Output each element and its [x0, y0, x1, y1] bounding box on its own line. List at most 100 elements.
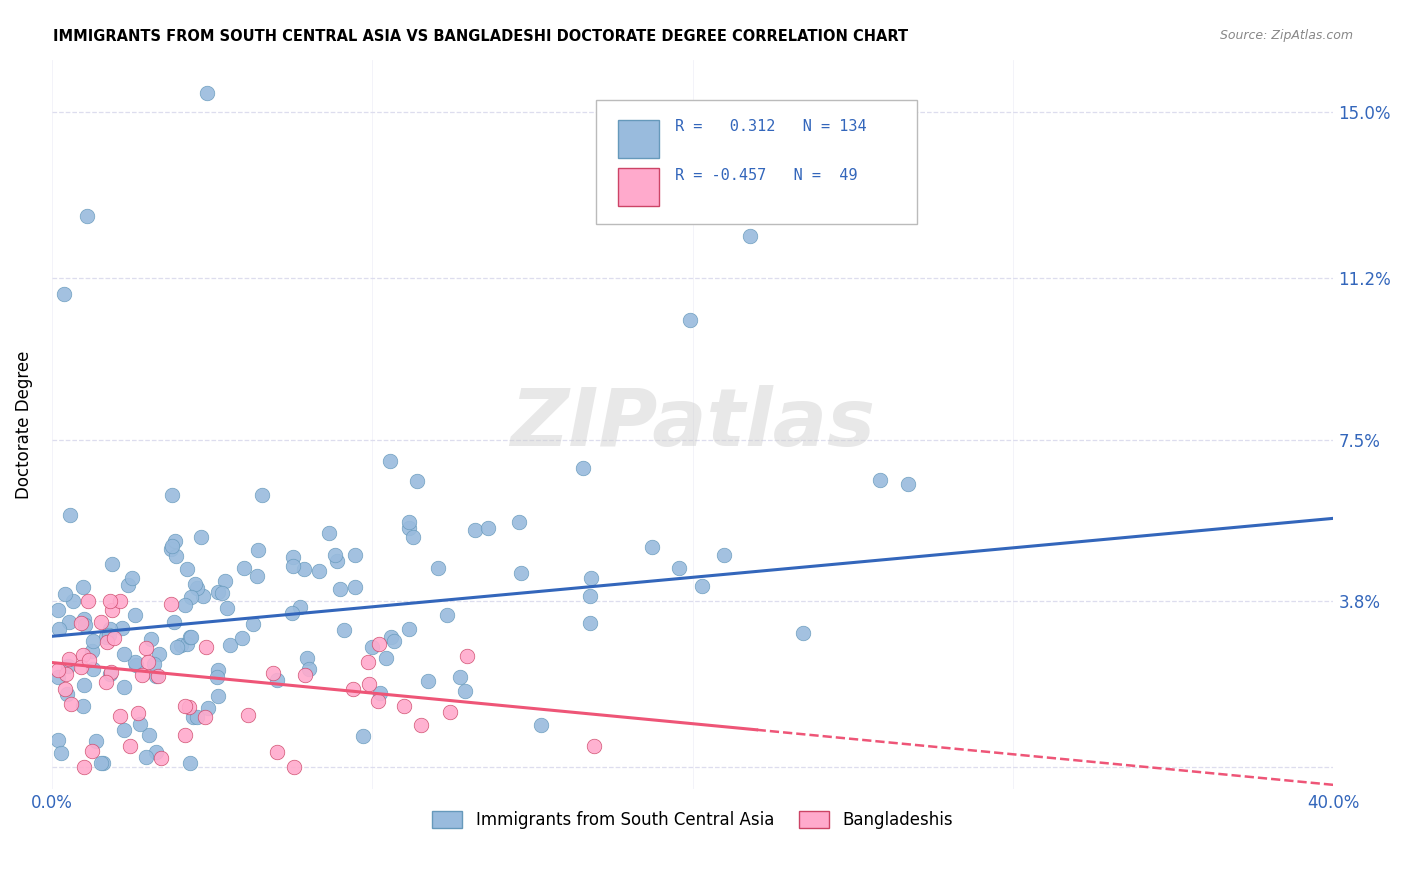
Point [869, 473, 891, 487]
Point [160, 541, 183, 556]
Point [572, 460, 595, 475]
Point [73, 612, 96, 626]
Point [508, 516, 530, 530]
Point [184, 577, 207, 591]
Point [174, 598, 197, 612]
Point [416, 674, 439, 689]
Point [406, 474, 429, 488]
Point [190, 530, 212, 544]
Point [792, 625, 814, 640]
Point [46, 670, 69, 684]
Point [456, 648, 478, 663]
Point [100, 667, 122, 681]
Point [343, 549, 366, 563]
Point [246, 543, 269, 558]
Point [124, 608, 146, 623]
Point [477, 521, 499, 535]
Point [124, 655, 146, 669]
Point [108, 594, 131, 608]
Point [160, 539, 183, 553]
Point [100, 594, 122, 608]
Point [464, 523, 486, 537]
Point [207, 663, 229, 677]
Point [86, 734, 108, 748]
Point [207, 585, 229, 599]
Point [668, 561, 690, 575]
Point [266, 673, 288, 688]
Point [101, 603, 124, 617]
Point [58, 508, 80, 522]
Point [246, 569, 269, 583]
Point [238, 708, 260, 723]
Point [409, 718, 432, 732]
Y-axis label: Doctorate Degree: Doctorate Degree [15, 351, 32, 499]
Point [219, 638, 242, 652]
Point [82, 643, 104, 657]
Point [112, 723, 135, 738]
Point [211, 586, 233, 600]
Point [131, 668, 153, 682]
Point [58, 651, 80, 665]
Point [281, 550, 304, 565]
Point [62, 594, 84, 608]
Point [510, 566, 533, 581]
Point [186, 581, 208, 595]
Point [207, 671, 229, 685]
Point [112, 647, 135, 661]
Point [72, 678, 94, 692]
Point [578, 589, 600, 603]
Point [179, 756, 201, 770]
Point [97, 627, 120, 641]
Point [145, 745, 167, 759]
Point [56, 687, 79, 701]
Point [90, 756, 112, 770]
Point [163, 615, 186, 630]
Legend: Immigrants from South Central Asia, Bangladeshis: Immigrants from South Central Asia, Bang… [426, 804, 959, 836]
Point [174, 698, 197, 713]
Point [368, 637, 391, 651]
Point [250, 488, 273, 502]
Point [128, 717, 150, 731]
Point [53, 287, 76, 301]
Point [579, 570, 602, 584]
Point [145, 669, 167, 683]
Point [176, 562, 198, 576]
Point [359, 677, 381, 691]
Point [242, 617, 264, 632]
Point [82, 634, 104, 648]
Point [197, 701, 219, 715]
Point [160, 488, 183, 502]
Point [166, 640, 188, 654]
Point [342, 681, 364, 696]
Point [367, 694, 389, 708]
Point [380, 630, 402, 644]
FancyBboxPatch shape [619, 168, 659, 205]
Point [55, 667, 77, 681]
Point [72, 580, 94, 594]
Point [713, 548, 735, 562]
Point [70, 659, 93, 673]
Point [426, 560, 449, 574]
Point [678, 312, 700, 326]
Point [108, 709, 131, 723]
Point [194, 710, 217, 724]
Point [94, 630, 117, 644]
Point [77, 653, 100, 667]
Point [125, 657, 148, 672]
Point [294, 668, 316, 682]
Text: ZIPatlas: ZIPatlas [510, 385, 875, 464]
Point [179, 630, 201, 644]
Point [398, 622, 420, 636]
Point [231, 631, 253, 645]
Point [436, 608, 458, 623]
Text: IMMIGRANTS FROM SOUTH CENTRAL ASIA VS BANGLADESHI DOCTORATE DEGREE CORRELATION C: IMMIGRANTS FROM SOUTH CENTRAL ASIA VS BA… [53, 29, 908, 44]
Point [121, 571, 143, 585]
Point [127, 706, 149, 720]
Point [402, 530, 425, 544]
Point [232, 561, 254, 575]
Point [375, 651, 398, 665]
Point [195, 640, 218, 654]
Point [186, 710, 208, 724]
Point [135, 640, 157, 655]
Point [70, 615, 93, 630]
